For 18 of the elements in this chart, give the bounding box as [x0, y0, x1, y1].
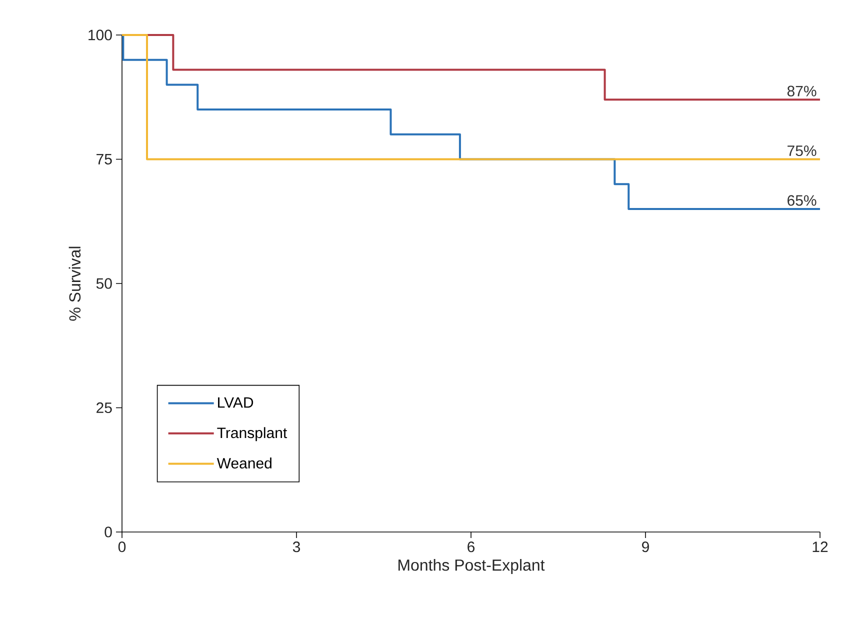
- y-tick-label: 50: [96, 278, 112, 289]
- x-tick-label: 0: [118, 542, 126, 552]
- x-tick-label: 9: [642, 542, 649, 552]
- x-tick-label: 6: [468, 542, 475, 552]
- y-tick-label: 0: [104, 526, 112, 538]
- y-tick-label: 100: [88, 30, 112, 40]
- legend-label: Transplant: [217, 427, 288, 442]
- y-axis-title: % Survival: [68, 246, 81, 321]
- legend-label: LVAD: [218, 397, 254, 408]
- x-tick-label: 3: [292, 542, 300, 552]
- x-tick-label: 12: [812, 542, 828, 552]
- annotation: 75%: [788, 146, 816, 156]
- y-tick-label: 75: [96, 154, 112, 164]
- annotation: 65%: [788, 195, 816, 206]
- annotation: 87%: [787, 86, 816, 96]
- x-axis-title: Months Post-Explant: [398, 559, 545, 574]
- y-tick-label: 25: [96, 402, 112, 414]
- legend-label: Weaned: [216, 458, 272, 469]
